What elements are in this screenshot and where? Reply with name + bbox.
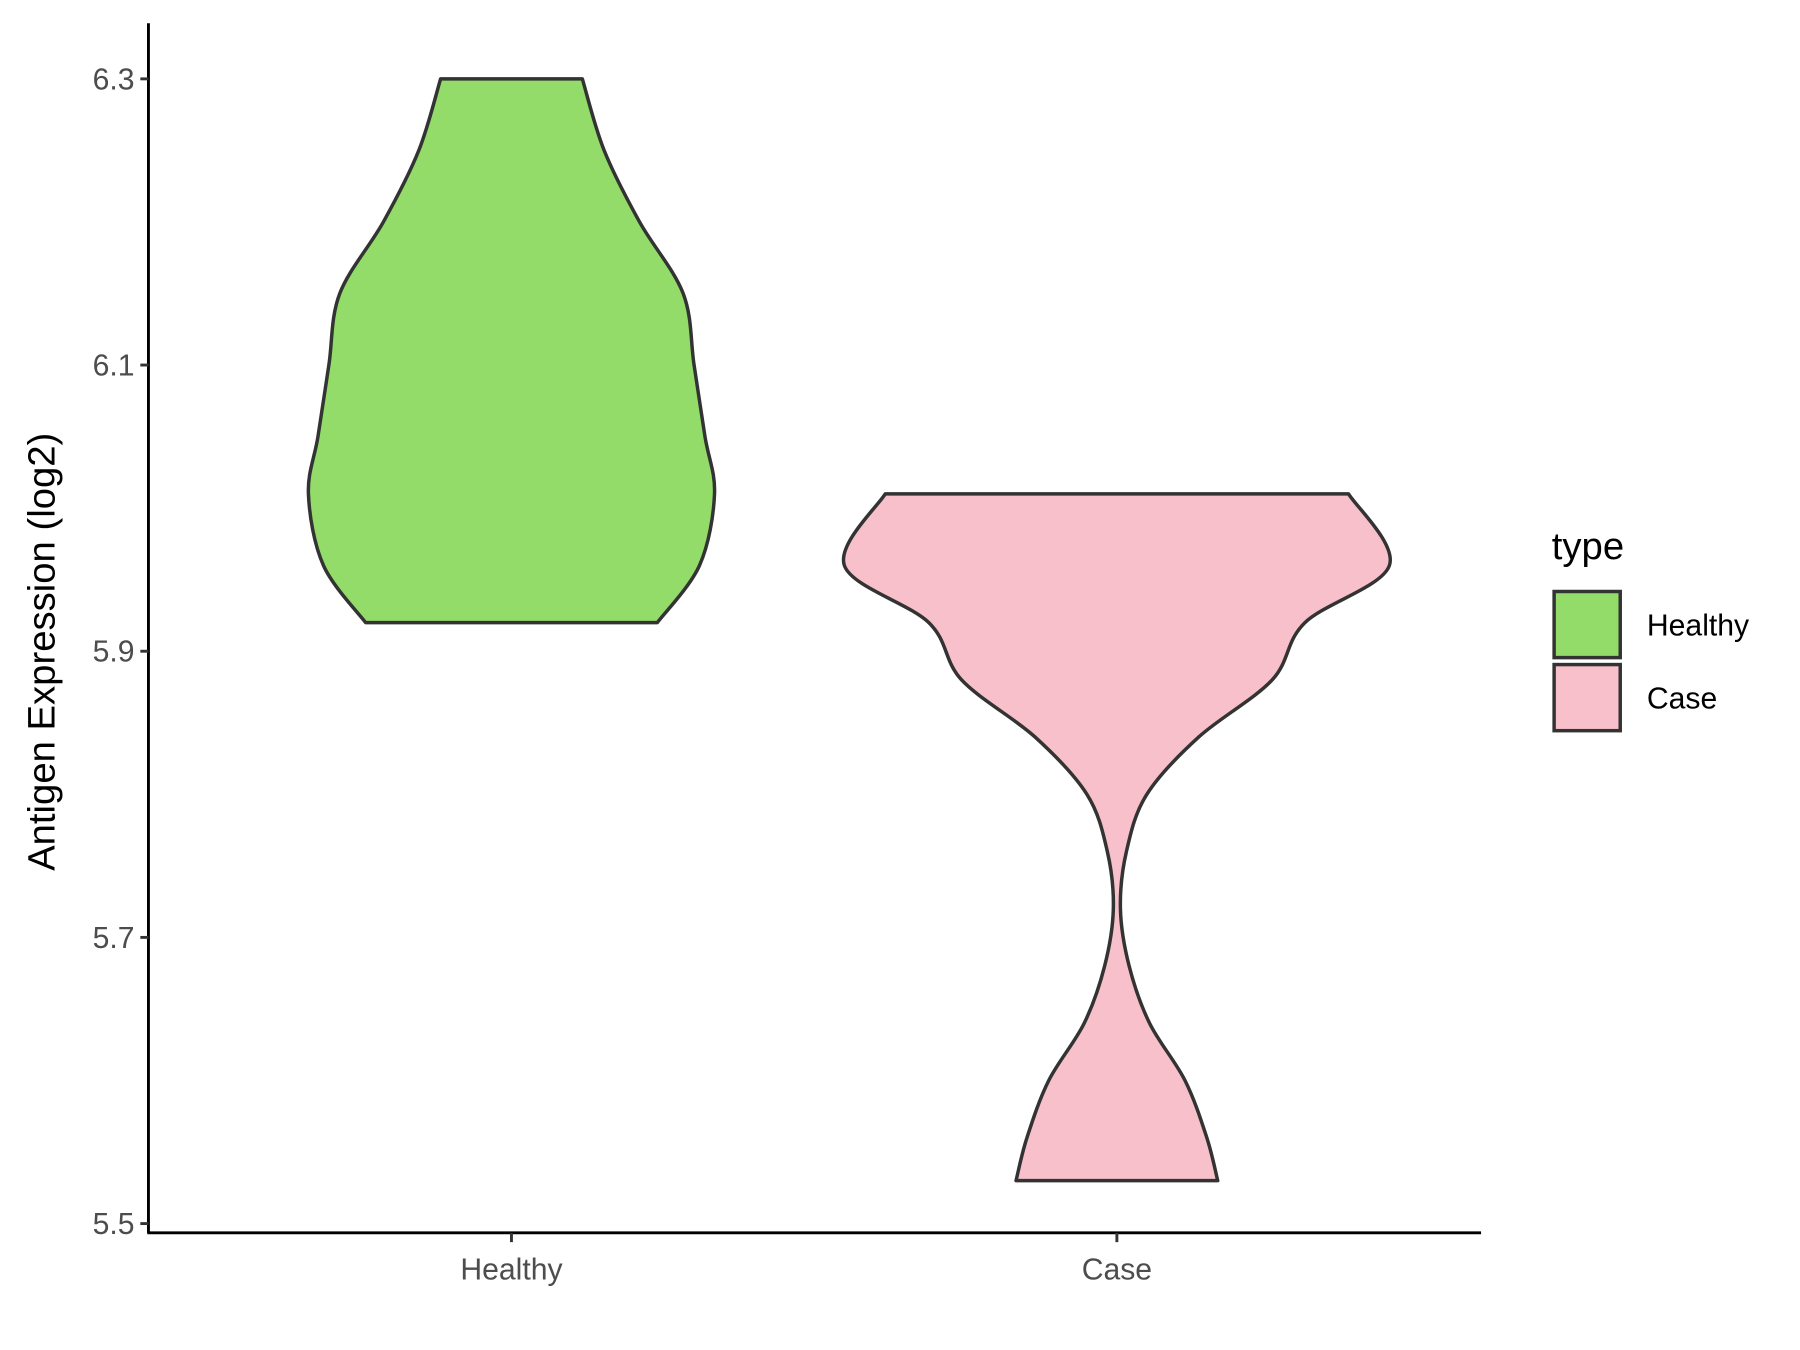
y-ticks: 5.5 5.7 5.9 6.1 6.3: [93, 63, 149, 1241]
x-tick-label: Case: [1082, 1253, 1152, 1286]
legend-label: Case: [1647, 683, 1717, 716]
legend-label: Healthy: [1647, 610, 1750, 643]
x-tick-label: Healthy: [460, 1253, 563, 1286]
violin-case: [841, 492, 1392, 1183]
y-tick-label: 5.5: [93, 1208, 135, 1241]
y-axis-title: Antigen Expression (log2): [21, 433, 64, 871]
y-tick-label: 6.3: [93, 63, 135, 96]
violin-healthy: [306, 77, 717, 625]
y-tick-label: 5.9: [93, 636, 135, 669]
legend-key-case: [1552, 662, 1622, 733]
y-tick-label: 6.1: [93, 349, 135, 382]
y-tick-label: 5.7: [93, 922, 135, 955]
legend: type Healthy Case: [1552, 525, 1750, 733]
violins: [306, 77, 1392, 1183]
legend-key-healthy: [1552, 589, 1622, 660]
legend-title: type: [1552, 525, 1624, 568]
x-ticks: Healthy Case: [460, 1232, 1152, 1286]
